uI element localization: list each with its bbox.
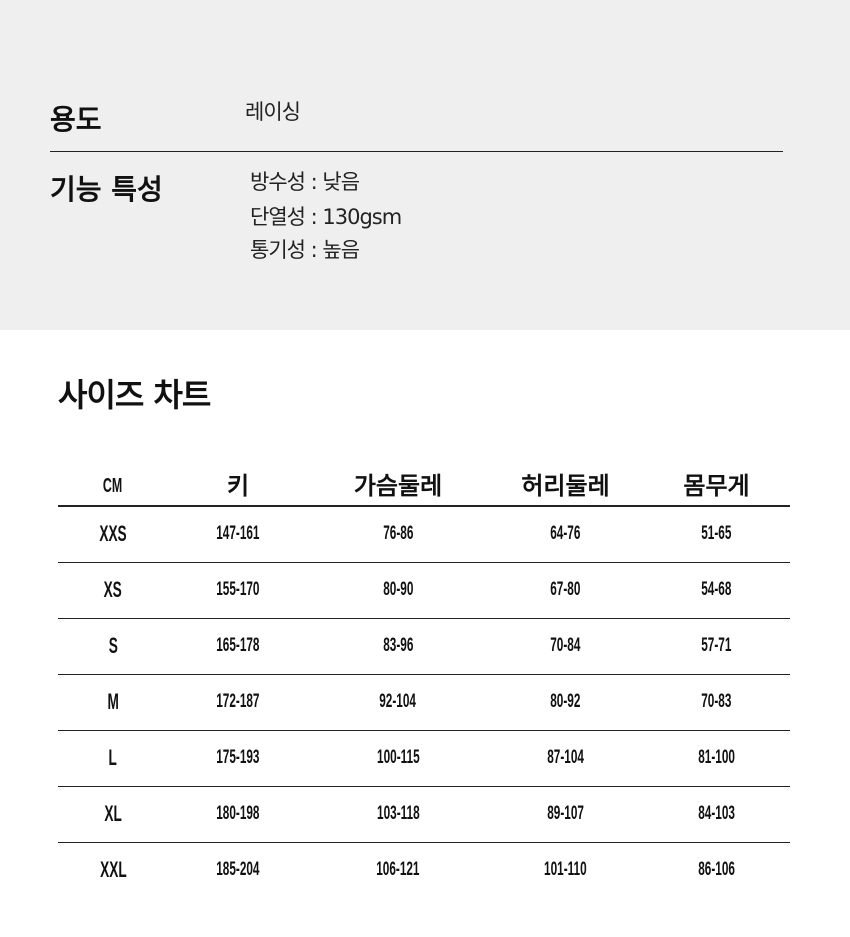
table-cell: 89-107: [488, 786, 643, 843]
cell-value: 70-83: [701, 691, 732, 712]
cell-value: 86-106: [698, 859, 735, 881]
table-cell: 70-83: [643, 674, 790, 731]
cell-value: 165-178: [216, 635, 260, 656]
cell-value: 81-100: [698, 747, 735, 768]
cell-value: XXS: [99, 521, 127, 547]
column-header-label: 허리둘레: [521, 472, 610, 500]
column-header: 가슴둘레: [308, 462, 488, 507]
table-row: XXS 147-161 76-86 64-76 51-65: [58, 506, 790, 563]
column-header: CM: [58, 462, 168, 507]
table-row: S 165-178 83-96 70-84 57-71: [58, 618, 790, 675]
cell-value: 57-71: [701, 635, 732, 656]
size-cell: XXL: [58, 842, 168, 898]
table-row: XXL 185-204 106-121 101-110 86-106: [58, 842, 790, 898]
table-cell: 155-170: [168, 562, 308, 619]
table-cell: 100-115: [308, 730, 488, 787]
cell-value: 185-204: [216, 859, 260, 881]
cell-value: L: [108, 745, 118, 770]
column-header-label: 키: [226, 472, 250, 500]
cell-value: 80-92: [550, 691, 581, 712]
cell-value: 54-68: [701, 579, 732, 600]
table-row: XS 155-170 80-90 67-80 54-68: [58, 562, 790, 619]
table-cell: 92-104: [308, 674, 488, 731]
cell-value: 70-84: [550, 635, 581, 656]
size-cell: XS: [58, 562, 168, 619]
table-cell: 101-110: [488, 842, 643, 898]
table-cell: 51-65: [643, 506, 790, 563]
table-cell: 147-161: [168, 506, 308, 563]
cell-value: 84-103: [698, 803, 735, 824]
table-cell: 81-100: [643, 730, 790, 787]
cell-value: 101-110: [544, 859, 587, 881]
cell-value: 100-115: [376, 747, 420, 768]
table-cell: 84-103: [643, 786, 790, 843]
cell-value: 103-118: [376, 803, 420, 824]
divider: [50, 151, 783, 152]
cell-value: 92-104: [379, 691, 417, 712]
table-cell: 64-76: [488, 506, 643, 563]
cell-value: 89-107: [547, 803, 584, 824]
table-cell: 70-84: [488, 618, 643, 675]
size-cell: L: [58, 730, 168, 787]
feature-breathability: 통기성 : 높음: [250, 238, 360, 262]
cell-value: 106-121: [376, 859, 420, 881]
table-cell: 87-104: [488, 730, 643, 787]
size-cell: M: [58, 674, 168, 731]
usage-label: 용도: [50, 103, 102, 136]
size-cell: XXS: [58, 506, 168, 563]
size-cell: XL: [58, 786, 168, 843]
usage-value: 레이싱: [245, 100, 301, 124]
table-row: XL 180-198 103-118 89-107 84-103: [58, 786, 790, 843]
cell-value: M: [107, 689, 119, 714]
table-cell: 67-80: [488, 562, 643, 619]
cell-value: 180-198: [216, 803, 260, 824]
table-cell: 80-90: [308, 562, 488, 619]
cell-value: 172-187: [216, 691, 260, 712]
table-cell: 76-86: [308, 506, 488, 563]
cell-value: 51-65: [701, 523, 732, 545]
features-label: 기능 특성: [50, 173, 163, 206]
cell-value: XXL: [99, 857, 127, 883]
column-header: 몸무게: [643, 462, 790, 507]
table-cell: 180-198: [168, 786, 308, 843]
feature-insulation: 단열성 : 130gsm: [250, 205, 402, 229]
size-chart-table: CM 키 가슴둘레 허리둘레 몸무게 XXS 147-161 76-86 64-76 51-65…: [58, 462, 790, 898]
table-cell: 106-121: [308, 842, 488, 898]
cell-value: 175-193: [216, 747, 260, 768]
cell-value: 87-104: [547, 747, 584, 768]
feature-waterproof: 방수성 : 낮음: [250, 170, 360, 194]
table-cell: 86-106: [643, 842, 790, 898]
table-cell: 172-187: [168, 674, 308, 731]
table-cell: 103-118: [308, 786, 488, 843]
table-cell: 54-68: [643, 562, 790, 619]
column-header: 키: [168, 462, 308, 507]
cell-value: XS: [103, 577, 123, 602]
size-cell: S: [58, 618, 168, 675]
table-row: M 172-187 92-104 80-92 70-83: [58, 674, 790, 731]
table-cell: 80-92: [488, 674, 643, 731]
table-cell: 165-178: [168, 618, 308, 675]
size-chart-title: 사이즈 차트: [58, 376, 211, 414]
table-cell: 83-96: [308, 618, 488, 675]
column-header: 허리둘레: [488, 462, 643, 507]
column-header-label: 가슴둘레: [353, 472, 443, 500]
cell-value: 76-86: [382, 523, 414, 545]
cell-value: 67-80: [550, 579, 581, 600]
table-cell: 57-71: [643, 618, 790, 675]
cell-value: 147-161: [216, 523, 260, 545]
spec-panel: 용도 레이싱 기능 특성 방수성 : 낮음 단열성 : 130gsm 통기성 :…: [0, 0, 850, 330]
cell-value: XL: [104, 801, 122, 826]
cell-value: 64-76: [550, 523, 581, 545]
table-cell: 175-193: [168, 730, 308, 787]
cell-value: S: [108, 633, 118, 658]
column-header-label: 몸무게: [683, 472, 750, 500]
cell-value: 83-96: [382, 635, 414, 656]
cell-value: 155-170: [216, 579, 260, 600]
column-header-label: CM: [103, 474, 123, 497]
cell-value: 80-90: [382, 579, 414, 600]
table-cell: 185-204: [168, 842, 308, 898]
table-row: L 175-193 100-115 87-104 81-100: [58, 730, 790, 787]
